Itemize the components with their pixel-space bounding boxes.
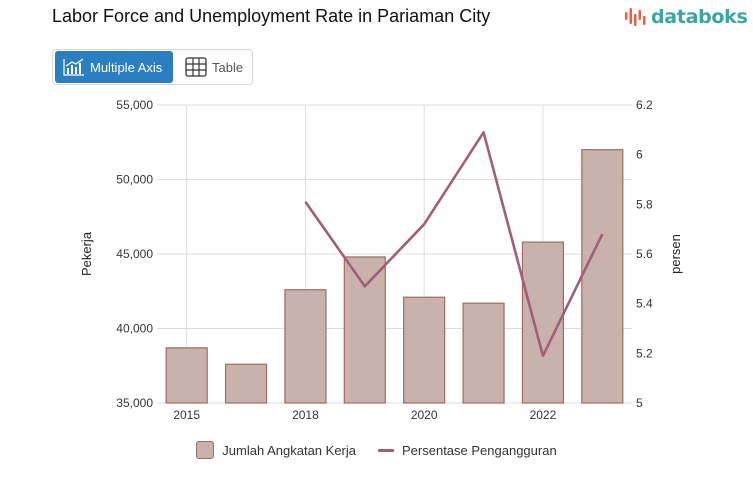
- y-left-axis-label: Pekerja: [79, 231, 94, 276]
- y-left-tick-label: 50,000: [116, 173, 153, 187]
- table-button[interactable]: Table: [173, 51, 243, 83]
- legend-item-line[interactable]: Persentase Pengangguran: [378, 441, 557, 459]
- legend-item-bar[interactable]: Jumlah Angkatan Kerja: [196, 441, 356, 459]
- chart-icon: [63, 58, 84, 76]
- y-right-tick-label: 5: [636, 396, 643, 410]
- y-left-tick-label: 55,000: [116, 98, 153, 112]
- y-left-tick-label: 35,000: [116, 396, 153, 410]
- y-left-tick-label: 45,000: [116, 247, 153, 261]
- x-tick-label: 2015: [173, 408, 200, 422]
- x-tick-label: 2022: [530, 408, 557, 422]
- databoks-logo-icon: [625, 8, 646, 26]
- bar: [403, 296, 446, 404]
- multiple-axis-button[interactable]: Multiple Axis: [55, 51, 173, 83]
- view-toggle: Multiple Axis Table: [52, 49, 253, 85]
- table-label: Table: [212, 59, 244, 75]
- legend-label-bar: Jumlah Angkatan Kerja: [222, 442, 356, 458]
- chart-title: Labor Force and Unemployment Rate in Par…: [52, 6, 491, 26]
- y-right-tick-label: 6.2: [636, 98, 653, 112]
- bar: [343, 256, 386, 404]
- legend-swatch-bar: [196, 441, 215, 459]
- legend: Jumlah Angkatan Kerja Persentase Pengang…: [0, 441, 753, 459]
- y-right-tick-label: 5.4: [636, 297, 653, 311]
- databoks-logo-text: databoks: [651, 6, 748, 28]
- y-right-axis-label: persen: [668, 234, 683, 274]
- bar: [521, 241, 565, 404]
- bar: [581, 149, 624, 404]
- table-icon: [185, 57, 207, 77]
- legend-swatch-line: [378, 448, 394, 452]
- line-series: [304, 131, 604, 358]
- bar: [284, 289, 327, 404]
- bar: [462, 302, 505, 404]
- bar: [224, 363, 268, 404]
- y-right-tick-label: 5.6: [636, 247, 653, 261]
- y-right-tick-label: 5.2: [636, 346, 653, 360]
- x-tick-label: 2018: [292, 408, 319, 422]
- databoks-logo: databoks: [624, 6, 748, 28]
- legend-label-line: Persentase Pengangguran: [402, 442, 557, 458]
- y-right-tick-label: 6: [636, 148, 643, 162]
- x-tick-label: 2020: [411, 408, 438, 422]
- y-left-tick-label: 40,000: [116, 322, 153, 336]
- bar: [165, 347, 208, 404]
- multiple-axis-label: Multiple Axis: [90, 59, 163, 75]
- y-right-tick-label: 5.8: [636, 197, 653, 211]
